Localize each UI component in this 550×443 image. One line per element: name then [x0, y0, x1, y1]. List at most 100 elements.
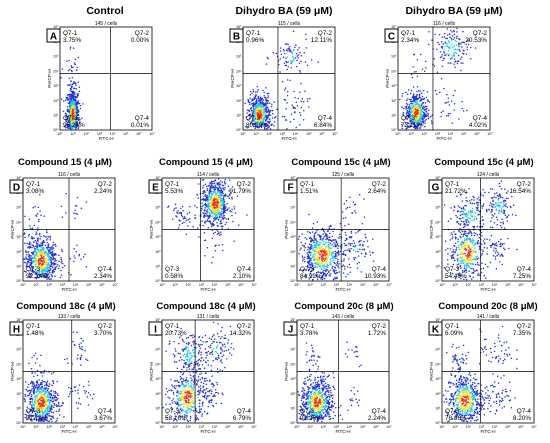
event-dot: [211, 211, 214, 214]
y-tick-label: 10⁰: [236, 128, 242, 132]
event-dot: [31, 244, 34, 247]
event-dot: [465, 219, 467, 221]
event-dot: [416, 127, 419, 130]
event-dot: [227, 185, 230, 188]
event-dot: [419, 108, 421, 111]
event-dot: [269, 128, 272, 130]
event-dot: [207, 215, 210, 218]
event-dot: [40, 254, 42, 256]
event-dot: [412, 54, 415, 56]
event-dot: [303, 249, 306, 252]
event-dot: [324, 269, 327, 272]
event-dot: [43, 254, 46, 257]
event-dot: [421, 92, 423, 94]
quadrant-percent: 96.24%: [63, 122, 85, 129]
event-dot: [32, 244, 35, 247]
event-dot: [69, 119, 72, 122]
event-dot: [413, 71, 416, 73]
event-dot: [26, 395, 29, 397]
event-dot: [315, 238, 317, 241]
event-dot: [26, 262, 28, 264]
y-tick-label: 10⁵: [16, 206, 22, 210]
event-dot: [263, 123, 265, 126]
event-dot: [24, 236, 26, 238]
event-dot: [221, 249, 224, 252]
event-dot: [216, 187, 219, 190]
event-dot: [265, 96, 267, 99]
event-dot: [266, 123, 268, 125]
event-dot: [273, 117, 276, 119]
event-dot: [321, 268, 323, 271]
event-dot: [346, 249, 348, 251]
event-dot: [52, 262, 55, 264]
event-dot: [214, 202, 217, 204]
event-dot: [453, 58, 456, 60]
event-dot: [70, 65, 73, 67]
event-dot: [76, 66, 78, 69]
event-dot: [255, 105, 257, 107]
event-dot: [49, 271, 51, 274]
event-dot: [412, 95, 414, 98]
event-dot: [219, 202, 222, 205]
event-dot: [76, 196, 79, 199]
event-dot: [416, 75, 419, 78]
event-dot: [49, 246, 51, 249]
quadrant-label: Q7-3: [26, 266, 41, 273]
quadrant-label: Q7-4: [318, 115, 333, 122]
event-dot: [261, 109, 263, 112]
event-dot: [66, 96, 68, 99]
event-dot: [484, 263, 487, 266]
event-dot: [203, 191, 206, 193]
event-dot: [300, 247, 302, 249]
event-dot: [327, 246, 330, 248]
event-dot: [262, 109, 264, 112]
event-dot: [446, 93, 448, 96]
event-dot: [460, 233, 463, 236]
event-dot: [257, 115, 259, 117]
event-dot: [321, 271, 324, 273]
event-dot: [31, 246, 33, 249]
event-dot: [290, 62, 292, 65]
event-dot: [454, 66, 456, 69]
event-dot: [473, 269, 475, 272]
event-dot: [56, 419, 58, 422]
event-dot: [413, 105, 415, 107]
event-dot: [482, 219, 485, 221]
event-dot: [324, 277, 326, 280]
event-dot: [260, 121, 263, 123]
event-dot: [489, 188, 492, 190]
event-dot: [294, 57, 297, 59]
event-dot: [245, 126, 247, 128]
event-dot: [256, 125, 258, 128]
event-dot: [44, 253, 47, 256]
event-dot: [426, 99, 429, 101]
event-dot: [342, 211, 344, 213]
event-dot: [325, 236, 328, 238]
event-dot: [29, 254, 31, 257]
event-dot: [474, 270, 476, 272]
event-dot: [405, 107, 408, 109]
event-dot: [468, 231, 470, 233]
event-dot: [48, 269, 50, 271]
event-dot: [213, 182, 216, 184]
event-dot: [73, 260, 75, 262]
event-dot: [266, 102, 269, 104]
event-dot: [337, 260, 339, 263]
event-dot: [201, 192, 204, 195]
event-dot: [50, 247, 52, 250]
event-dot: [217, 178, 220, 180]
event-dot: [420, 116, 423, 119]
event-dot: [35, 231, 38, 233]
event-dot: [76, 110, 79, 112]
event-dot: [423, 125, 426, 128]
event-dot: [309, 257, 312, 260]
event-dot: [210, 225, 213, 228]
event-dot: [436, 71, 439, 73]
event-dot: [455, 247, 458, 249]
event-dot: [471, 263, 474, 265]
event-dot: [335, 257, 337, 260]
event-dot: [447, 46, 450, 49]
event-dot: [468, 39, 470, 42]
event-dot: [43, 248, 45, 250]
event-dot: [470, 254, 473, 257]
